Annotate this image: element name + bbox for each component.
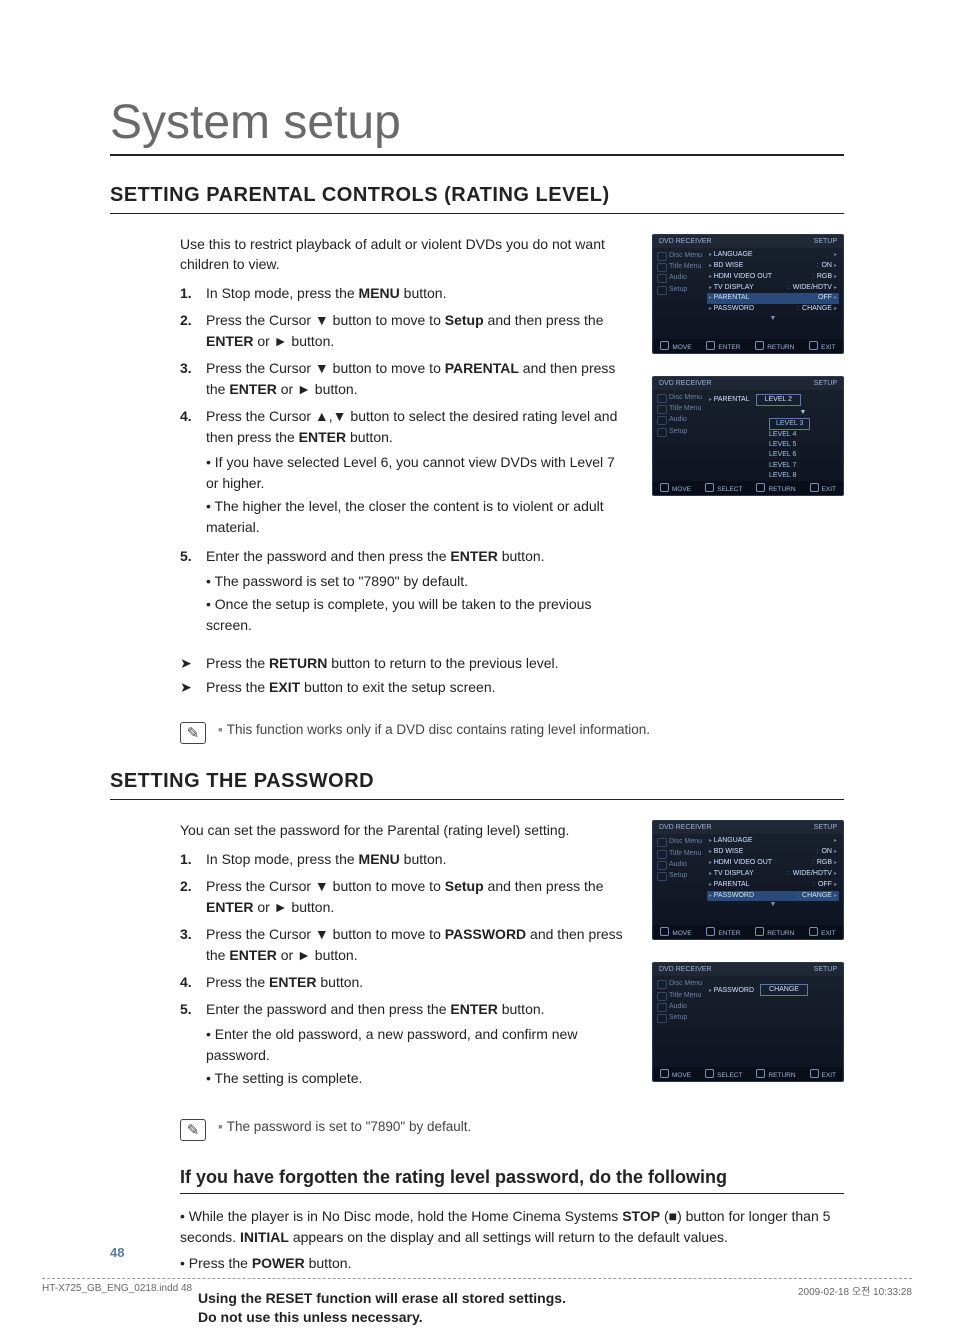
osd-parental-menu: DVD RECEIVERSETUP Disc MenuTitle MenuAud…: [652, 234, 844, 354]
note-parental: ✎ ▪This function works only if a DVD dis…: [180, 722, 844, 744]
forgotten-password-bullets: While the player is in No Disc mode, hol…: [180, 1206, 844, 1275]
forgotten-password-heading: If you have forgotten the rating level p…: [180, 1167, 844, 1194]
section1-lead: Use this to restrict playback of adult o…: [180, 234, 628, 275]
note-icon: ✎: [180, 722, 206, 744]
page-number: 48: [110, 1245, 124, 1260]
section1-steps: 1.In Stop mode, press the MENU button.2.…: [180, 283, 628, 638]
osd-parental-levels: DVD RECEIVERSETUP Disc MenuTitle MenuAud…: [652, 376, 844, 496]
note-icon: ✎: [180, 1119, 206, 1141]
section-heading-password: SETTING THE PASSWORD: [110, 770, 844, 800]
osd-password-change: DVD RECEIVERSETUP Disc MenuTitle MenuAud…: [652, 962, 844, 1082]
page-title: System setup: [110, 95, 844, 156]
section2-lead: You can set the password for the Parenta…: [180, 820, 628, 840]
note-password: ✎ ▪The password is set to "7890" by defa…: [180, 1119, 844, 1141]
footer: HT-X725_GB_ENG_0218.indd 482009-02-18 오전…: [42, 1278, 912, 1298]
osd-password-menu: DVD RECEIVERSETUP Disc MenuTitle MenuAud…: [652, 820, 844, 940]
section1-arrows: ➤Press the RETURN button to return to th…: [180, 652, 628, 699]
section2-steps: 1.In Stop mode, press the MENU button.2.…: [180, 849, 628, 1091]
section-heading-parental: SETTING PARENTAL CONTROLS (RATING LEVEL): [110, 184, 844, 214]
